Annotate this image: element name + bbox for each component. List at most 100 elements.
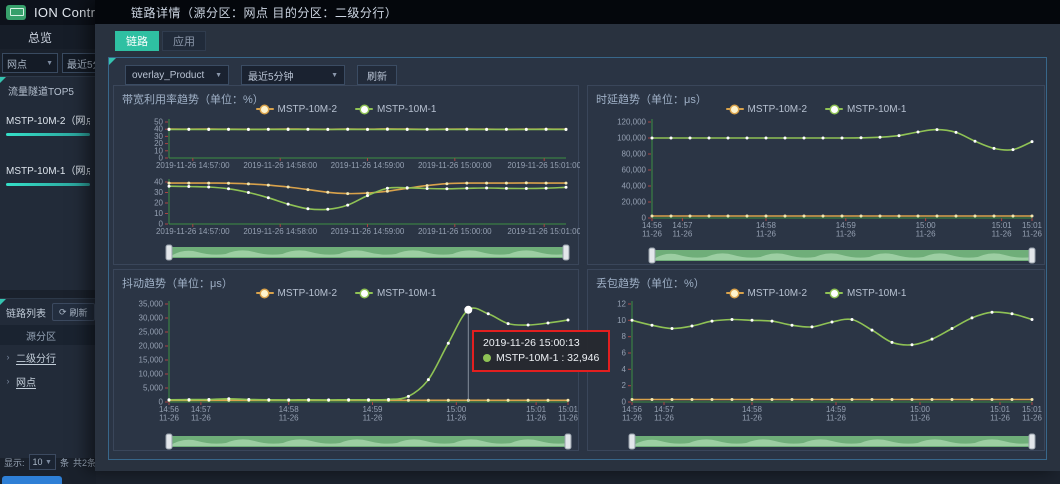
- expand-chevron-icon[interactable]: ›: [6, 376, 10, 386]
- chevron-down-icon: ▼: [46, 59, 53, 67]
- legend-label: MSTP-10M-2: [747, 103, 807, 115]
- total-label: 共2条: [72, 457, 96, 468]
- chart-panel-jitter: 抖动趋势（单位：μs） MSTP-10M-2 MSTP-10M-1 0 5,000 1…: [113, 269, 611, 451]
- svg-text:100,000: 100,000: [617, 134, 646, 143]
- svg-text:0: 0: [159, 220, 164, 229]
- svg-text:40: 40: [154, 178, 163, 187]
- svg-text:5,000: 5,000: [143, 384, 164, 393]
- latency-chart-canvas[interactable]: 0 20,000 40,000 60,000 80,000 100,000 120,000 1…: [588, 114, 1046, 269]
- svg-text:11-26: 11-26: [992, 230, 1012, 239]
- product-select[interactable]: overlay_Product ▼: [125, 65, 229, 85]
- bottom-blue-bar[interactable]: [2, 476, 62, 484]
- recent-filter-select[interactable]: 最近5分钟: [62, 53, 98, 73]
- link-row-label: 网点: [16, 377, 36, 389]
- chart-title-jitter: 抖动趋势（单位：μs）: [122, 278, 233, 290]
- chevron-down-icon: ▼: [45, 458, 52, 466]
- site-filter-select[interactable]: 网点 ▼: [2, 53, 58, 73]
- svg-text:0: 0: [159, 398, 164, 407]
- svg-text:2019-11-26 15:00:00: 2019-11-26 15:00:00: [418, 161, 492, 170]
- modal-refresh-label: 刷新: [367, 71, 387, 83]
- chart-legend[interactable]: MSTP-10M-2 MSTP-10M-1: [588, 103, 1044, 115]
- bandwidth-chart-upper-canvas[interactable]: 0 10 20 30 40 50 2019-11-26 14:57:00 2019-11-26…: [114, 116, 581, 179]
- chevron-down-icon: ▼: [331, 71, 338, 79]
- legend-item-mstp-10m-1[interactable]: MSTP-10M-1: [355, 104, 436, 115]
- link-list-panel: 链路列表 ⟳ 刷新 源分区 › 二级分行 › 网点: [0, 298, 96, 458]
- expand-chevron-icon[interactable]: ›: [6, 352, 10, 362]
- legend-item-mstp-10m-1[interactable]: MSTP-10M-1: [825, 288, 906, 299]
- chevron-down-icon: ▼: [215, 71, 222, 79]
- chart-legend[interactable]: MSTP-10M-2 MSTP-10M-1: [588, 287, 1044, 299]
- bandwidth-chart-lower-canvas[interactable]: 0 10 20 30 40 2019-11-26 14:57:00 2019-11-26 1…: [114, 178, 581, 247]
- chart-title-bandwidth: 带宽利用率趋势（单位：%）: [122, 94, 264, 106]
- link-detail-modal: 链路详情（源分区：网点 目的分区：二级分行） 链路 应用 overlay_Pro…: [95, 0, 1060, 471]
- legend-item-mstp-10m-2[interactable]: MSTP-10M-2: [725, 288, 807, 299]
- sidebar-filters: 网点 ▼ 最近5分钟: [2, 53, 98, 73]
- svg-text:0: 0: [642, 214, 647, 223]
- legend-label: MSTP-10M-1: [847, 287, 907, 299]
- svg-text:15:00: 15:00: [916, 221, 937, 230]
- svg-text:11-26: 11-26: [756, 230, 776, 239]
- svg-text:40,000: 40,000: [622, 182, 647, 191]
- svg-text:2019-11-26 14:58:00: 2019-11-26 14:58:00: [243, 161, 317, 170]
- legend-marker-icon: [731, 289, 739, 297]
- svg-text:11-26: 11-26: [191, 414, 211, 423]
- svg-text:2019-11-26 15:01:00: 2019-11-26 15:01:00: [507, 161, 580, 170]
- svg-text:15:01: 15:01: [1022, 221, 1043, 230]
- svg-text:30: 30: [154, 188, 163, 197]
- svg-text:14:56: 14:56: [642, 221, 663, 230]
- svg-text:30: 30: [154, 132, 163, 141]
- svg-text:11-26: 11-26: [916, 230, 936, 239]
- link-list-row[interactable]: › 二级分行: [0, 345, 96, 369]
- svg-text:10: 10: [154, 209, 163, 218]
- svg-text:11-26: 11-26: [526, 414, 546, 423]
- tunnel-top-item-2[interactable]: MSTP-10M-1（网点 -> 二级: [6, 162, 90, 186]
- nav-tab-overview[interactable]: 总览: [0, 25, 96, 49]
- product-select-value: overlay_Product: [132, 69, 205, 81]
- svg-text:2: 2: [622, 381, 627, 390]
- chart-legend[interactable]: MSTP-10M-2 MSTP-10M-1: [114, 103, 578, 115]
- jitter-chart-canvas[interactable]: 0 5,000 10,000 15,000 20,000 25,000 30,000 35,0…: [114, 296, 580, 455]
- legend-label: MSTP-10M-2: [277, 103, 337, 115]
- svg-text:14:57: 14:57: [654, 405, 675, 414]
- svg-text:2019-11-26 14:59:00: 2019-11-26 14:59:00: [331, 161, 405, 170]
- svg-text:20: 20: [154, 139, 163, 148]
- chart-panel-bandwidth: 带宽利用率趋势（单位：%） MSTP-10M-2 MSTP-10M-1 0 10 20…: [113, 85, 582, 267]
- refresh-button[interactable]: ⟳ 刷新: [52, 303, 95, 321]
- time-range-select[interactable]: 最近5分钟 ▼: [241, 65, 345, 85]
- chart-panel-latency: 时延趋势（单位：μs） MSTP-10M-2 MSTP-10M-1 0 20,000…: [587, 85, 1045, 265]
- svg-text:0: 0: [159, 154, 164, 163]
- page-size-select[interactable]: 10 ▼: [28, 454, 56, 470]
- tab-link[interactable]: 链路: [115, 31, 159, 51]
- svg-text:14:56: 14:56: [622, 405, 643, 414]
- svg-text:11-26: 11-26: [910, 414, 930, 423]
- modal-refresh-button[interactable]: 刷新: [357, 65, 397, 85]
- legend-item-mstp-10m-2[interactable]: MSTP-10M-2: [725, 103, 807, 115]
- legend-item-mstp-10m-2[interactable]: MSTP-10M-2: [255, 103, 337, 115]
- unit-label: 条: [59, 457, 69, 468]
- svg-text:15:01: 15:01: [992, 221, 1013, 230]
- svg-text:2019-11-26 15:01:00: 2019-11-26 15:01:00: [507, 227, 580, 236]
- legend-item-mstp-10m-1[interactable]: MSTP-10M-1: [355, 288, 436, 299]
- svg-text:8: 8: [622, 332, 627, 341]
- tunnel-top-item-1[interactable]: MSTP-10M-2（网点 -> 二级: [6, 112, 90, 136]
- svg-text:40: 40: [154, 125, 163, 134]
- tab-application[interactable]: 应用: [162, 31, 206, 51]
- legend-marker-icon: [731, 105, 739, 113]
- chart-legend[interactable]: MSTP-10M-2 MSTP-10M-1: [114, 287, 578, 299]
- tunnel-top-item-label: MSTP-10M-2（网点 -> 二级: [6, 116, 90, 127]
- svg-text:11-26: 11-26: [826, 414, 846, 423]
- svg-text:11-26: 11-26: [742, 414, 762, 423]
- link-list-row[interactable]: › 网点: [0, 369, 96, 393]
- nav-overview-label: 总览: [28, 30, 53, 45]
- svg-text:15:00: 15:00: [910, 405, 931, 414]
- svg-text:60,000: 60,000: [622, 166, 647, 175]
- legend-item-mstp-10m-2[interactable]: MSTP-10M-2: [255, 288, 337, 299]
- svg-text:15:01: 15:01: [558, 405, 579, 414]
- bandwidth-datazoom-slider[interactable]: [114, 244, 580, 267]
- svg-text:2019-11-26 14:57:00: 2019-11-26 14:57:00: [156, 227, 230, 236]
- recent-filter-value: 最近5分钟: [67, 59, 97, 71]
- svg-text:10: 10: [617, 316, 626, 325]
- legend-item-mstp-10m-1[interactable]: MSTP-10M-1: [825, 104, 906, 115]
- packet-loss-chart-canvas[interactable]: 0 2 4 6 8 10 12 14:56 11-26 14:57 11-26 14:58 11-26 1…: [588, 296, 1046, 455]
- svg-text:10: 10: [154, 146, 163, 155]
